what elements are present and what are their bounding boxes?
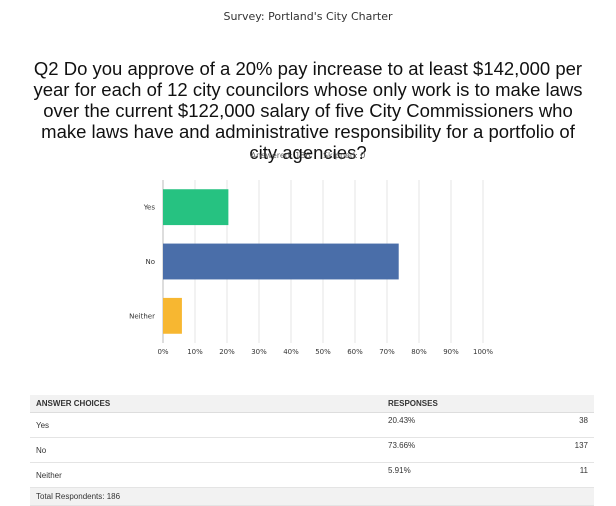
x-tick-label: 80%	[411, 348, 427, 356]
total-respondents: Total Respondents: 186	[30, 487, 382, 506]
answer-choice: No	[30, 437, 382, 463]
bar-yes	[163, 189, 229, 226]
x-tick-label: 100%	[473, 348, 493, 356]
bar-neither	[163, 297, 182, 334]
answer-choice: Neither	[30, 462, 382, 488]
header-count	[554, 395, 594, 413]
total-spacer	[382, 487, 554, 506]
category-label: Yes	[143, 204, 156, 212]
answer-choice: Yes	[30, 412, 382, 438]
response-count: 11	[554, 462, 594, 488]
x-tick-label: 30%	[251, 348, 267, 356]
survey-title: Survey: Portland's City Charter	[223, 10, 393, 23]
response-count: 38	[554, 412, 594, 438]
response-percent: 5.91%	[382, 462, 554, 488]
total-row: Total Respondents: 186	[30, 487, 594, 506]
x-tick-label: 70%	[379, 348, 395, 356]
category-label: Neither	[129, 312, 155, 320]
table-row: Neither 5.91% 11	[30, 462, 594, 488]
x-tick-label: 20%	[219, 348, 235, 356]
response-count: 137	[554, 437, 594, 463]
x-tick-label: 90%	[443, 348, 459, 356]
answered-count: Answered: 186	[250, 151, 311, 160]
x-tick-label: 40%	[283, 348, 299, 356]
bar-chart: 0% 10% 20% 30% 40% 50% 60% 70% 80% 90% 100% Yes No Ne…	[129, 180, 493, 356]
category-label: No	[145, 258, 155, 266]
x-tick-label: 50%	[315, 348, 331, 356]
header-responses: RESPONSES	[382, 395, 554, 413]
response-stats: Answered: 186 Skipped: 0	[0, 151, 616, 160]
bar-no	[163, 243, 399, 280]
response-percent: 20.43%	[382, 412, 554, 438]
x-tick-label: 0%	[157, 348, 168, 356]
skipped-count: Skipped: 0	[322, 151, 366, 160]
results-table: ANSWER CHOICES RESPONSES Yes 20.43% 38 N…	[30, 395, 594, 506]
question-text: Q2 Do you approve of a 20% pay increase …	[33, 58, 583, 163]
table-row: Yes 20.43% 38	[30, 412, 594, 438]
x-tick-label: 10%	[187, 348, 203, 356]
response-percent: 73.66%	[382, 437, 554, 463]
table-row: No 73.66% 137	[30, 437, 594, 463]
header-answer-choices: ANSWER CHOICES	[30, 395, 382, 413]
x-tick-label: 60%	[347, 348, 363, 356]
table-header-row: ANSWER CHOICES RESPONSES	[30, 395, 594, 413]
total-spacer	[554, 487, 594, 506]
